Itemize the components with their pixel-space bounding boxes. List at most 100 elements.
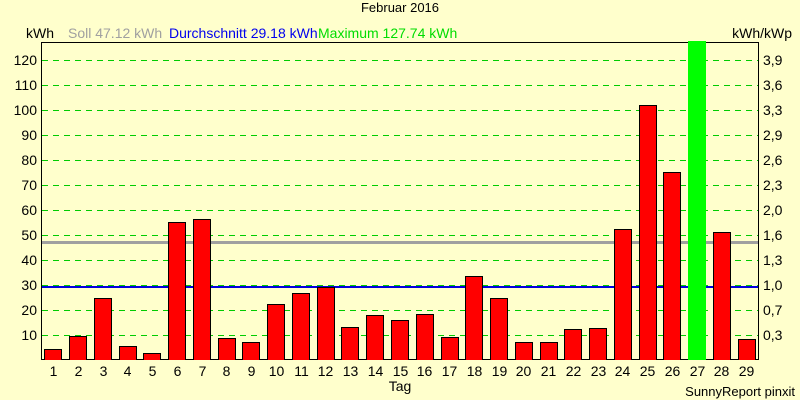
day-label: 12 <box>317 363 334 379</box>
day-label: 28 <box>713 363 730 379</box>
day-label: 23 <box>590 363 607 379</box>
gridline <box>42 260 758 261</box>
bar-day-20 <box>515 342 533 360</box>
day-label: 21 <box>540 363 557 379</box>
gridline <box>42 85 758 86</box>
gridline <box>42 285 758 286</box>
durchschnitt-legend: Durchschnitt 29.18 kWh <box>169 25 318 41</box>
bar-day-6 <box>168 222 186 360</box>
gridline <box>42 185 758 186</box>
bar-day-17 <box>441 337 459 360</box>
right-axis-tick: 1,3 <box>763 252 783 268</box>
left-axis-tick: 40 <box>21 252 37 268</box>
left-axis-tick: 30 <box>21 277 37 293</box>
bar-day-19 <box>490 298 508 360</box>
day-label: 6 <box>173 363 182 379</box>
bar-day-7 <box>193 219 211 360</box>
bar-day-13 <box>341 327 359 360</box>
bar-day-2 <box>69 336 87 360</box>
left-axis-tick: 10 <box>21 327 37 343</box>
left-axis-tick: 110 <box>14 77 37 93</box>
day-label: 13 <box>342 363 359 379</box>
day-label: 9 <box>247 363 256 379</box>
bar-day-26 <box>663 172 681 360</box>
soll-legend: Soll 47.12 kWh <box>68 25 163 41</box>
bar-day-27 <box>688 41 706 360</box>
right-axis-tick: 1,0 <box>763 277 783 293</box>
right-axis-tick: 1,6 <box>763 227 783 243</box>
right-axis-tick: 2,3 <box>763 177 783 193</box>
bar-day-4 <box>119 346 137 360</box>
bar-day-15 <box>391 320 409 360</box>
average-reference-line <box>42 286 758 289</box>
day-label: 10 <box>268 363 285 379</box>
bar-day-24 <box>614 229 632 360</box>
day-label: 8 <box>222 363 231 379</box>
bar-day-22 <box>564 329 582 360</box>
left-axis-unit-label: kWh <box>26 25 54 41</box>
right-axis-tick: 2,9 <box>763 127 783 143</box>
left-axis-tick: 50 <box>21 227 37 243</box>
left-axis-tick: 80 <box>21 152 37 168</box>
left-axis-tick: 60 <box>21 202 37 218</box>
bar-day-1 <box>44 349 62 360</box>
gridline <box>42 110 758 111</box>
left-axis-tick: 100 <box>13 102 37 118</box>
footer-credit: SunnyReport pinxit <box>685 384 795 399</box>
day-label: 5 <box>148 363 157 379</box>
bar-day-23 <box>589 328 607 360</box>
day-label: 19 <box>491 363 508 379</box>
maximum-legend: Maximum 127.74 kWh <box>318 25 458 41</box>
bar-day-10 <box>267 304 285 360</box>
day-label: 15 <box>392 363 409 379</box>
right-axis-tick: 2,0 <box>763 202 783 218</box>
bar-day-18 <box>465 276 483 360</box>
bar-day-29 <box>738 339 756 360</box>
bar-day-28 <box>713 232 731 360</box>
right-axis-tick: 0,7 <box>763 302 783 318</box>
day-label: 27 <box>689 363 706 379</box>
bar-day-16 <box>416 314 434 360</box>
bar-day-12 <box>317 287 335 360</box>
right-axis-unit-label: kWh/kWp <box>732 25 792 41</box>
bar-day-3 <box>94 298 112 360</box>
bar-day-25 <box>639 105 657 360</box>
gridline <box>42 160 758 161</box>
gridline <box>42 60 758 61</box>
bar-day-21 <box>540 342 558 360</box>
day-label: 17 <box>441 363 458 379</box>
day-label: 11 <box>294 363 309 379</box>
day-label: 14 <box>367 363 384 379</box>
gridline <box>42 235 758 236</box>
day-label: 22 <box>565 363 582 379</box>
day-label: 26 <box>664 363 681 379</box>
left-axis-tick: 120 <box>13 52 37 68</box>
right-axis-tick: 3,3 <box>763 102 783 118</box>
soll-reference-line <box>42 241 758 245</box>
left-axis-tick: 70 <box>21 177 37 193</box>
day-label: 16 <box>416 363 433 379</box>
day-label: 18 <box>466 363 483 379</box>
day-label: 3 <box>99 363 108 379</box>
day-label: 24 <box>614 363 631 379</box>
bar-day-11 <box>292 293 310 360</box>
right-axis-tick: 0,3 <box>763 327 783 343</box>
x-axis-label: Tag <box>388 378 412 394</box>
bar-day-9 <box>242 342 260 360</box>
day-label: 25 <box>639 363 656 379</box>
left-axis-tick: 20 <box>21 302 37 318</box>
day-label: 2 <box>74 363 83 379</box>
chart-title: Februar 2016 <box>360 0 440 15</box>
bar-day-5 <box>143 353 161 360</box>
bar-day-14 <box>366 315 384 360</box>
day-label: 4 <box>123 363 132 379</box>
right-axis-tick: 2,6 <box>763 152 783 168</box>
day-label: 1 <box>49 363 58 379</box>
gridline <box>42 210 758 211</box>
right-axis-tick: 3,9 <box>763 52 783 68</box>
left-axis-tick: 90 <box>21 127 37 143</box>
day-label: 7 <box>198 363 207 379</box>
day-label: 20 <box>515 363 532 379</box>
gridline <box>42 135 758 136</box>
gridline <box>42 310 758 311</box>
